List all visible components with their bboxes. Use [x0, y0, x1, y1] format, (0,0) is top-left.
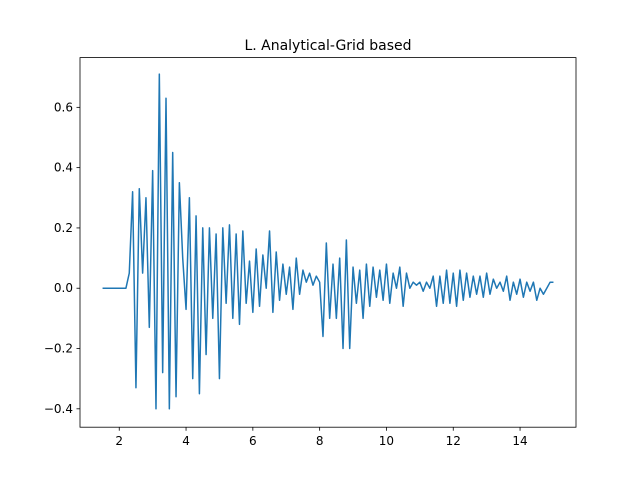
y-tick-label: 0.6: [54, 100, 73, 114]
axes-frame: [79, 57, 577, 428]
data-line: [102, 73, 554, 410]
x-tick-label: 2: [115, 434, 123, 448]
x-tick-label: 6: [249, 434, 257, 448]
y-tick-label: −0.4: [44, 402, 73, 416]
x-tick-label: 10: [379, 434, 394, 448]
x-tick-label: 4: [182, 434, 190, 448]
y-tick-label: 0.2: [54, 221, 73, 235]
x-tick-label: 8: [316, 434, 324, 448]
chart-title: L. Analytical-Grid based: [244, 38, 411, 54]
y-tick-label: 0.0: [54, 281, 73, 295]
y-tick-label: −0.2: [44, 342, 73, 356]
y-tick-label: 0.4: [54, 161, 73, 175]
x-tick-label: 14: [512, 434, 527, 448]
x-tick-label: 12: [446, 434, 461, 448]
